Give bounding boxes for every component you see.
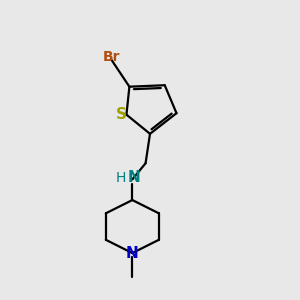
Text: H: H [116, 171, 126, 185]
Text: N: N [128, 170, 140, 185]
Text: S: S [116, 107, 127, 122]
Text: N: N [126, 246, 139, 261]
Text: Br: Br [103, 50, 121, 64]
